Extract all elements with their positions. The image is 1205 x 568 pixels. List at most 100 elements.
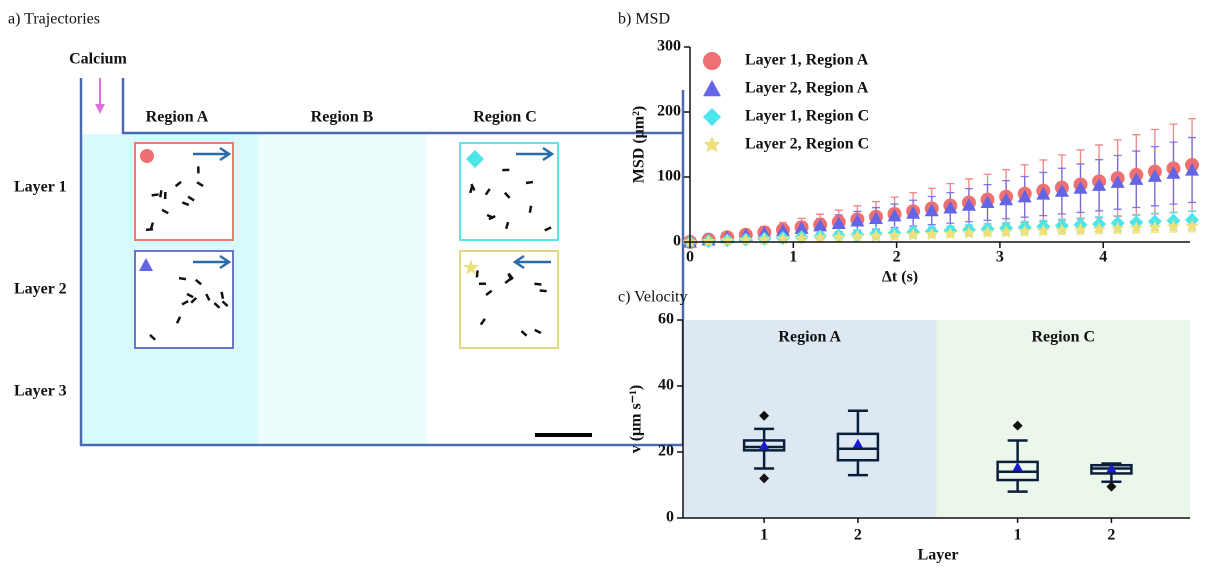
cell bbox=[205, 293, 211, 301]
marker bbox=[868, 211, 883, 224]
marker bbox=[1110, 175, 1125, 188]
marker bbox=[720, 233, 734, 247]
region-b-fill bbox=[258, 133, 427, 445]
region-label: Region A bbox=[778, 329, 841, 346]
outlier bbox=[759, 473, 770, 484]
x-axis-label: Layer bbox=[918, 547, 959, 564]
cell bbox=[151, 193, 159, 197]
region-background bbox=[936, 320, 1190, 518]
cell bbox=[469, 185, 474, 194]
cell bbox=[520, 330, 528, 337]
marker bbox=[794, 221, 809, 234]
x-tick-label: 2 bbox=[854, 527, 862, 544]
outlier bbox=[759, 410, 770, 421]
y-tick-label: 60 bbox=[658, 311, 674, 328]
cell bbox=[507, 273, 513, 281]
region-label: Region A bbox=[146, 109, 209, 126]
mean-marker bbox=[759, 440, 770, 450]
cells bbox=[145, 166, 552, 341]
inlet-label: Calcium bbox=[69, 51, 127, 68]
marker bbox=[831, 216, 846, 229]
marker bbox=[925, 227, 939, 241]
cell bbox=[525, 180, 534, 185]
y-axis-label: v (μm s⁻¹) bbox=[628, 385, 645, 454]
cell bbox=[187, 195, 195, 202]
marker bbox=[1036, 223, 1050, 237]
cell bbox=[539, 289, 547, 293]
region-label: Region C bbox=[1031, 329, 1095, 346]
cell bbox=[534, 282, 542, 286]
cell bbox=[145, 227, 154, 232]
y-tick-label: 20 bbox=[658, 443, 674, 460]
cell bbox=[161, 208, 169, 215]
marker bbox=[980, 195, 995, 209]
x-tick-label: 2 bbox=[1107, 527, 1115, 544]
outlier bbox=[1012, 420, 1023, 431]
marker bbox=[775, 223, 790, 237]
marker bbox=[961, 198, 976, 211]
mean-marker bbox=[852, 438, 863, 448]
cell bbox=[528, 205, 533, 213]
mean-marker bbox=[1106, 463, 1117, 473]
direction-arrows bbox=[193, 146, 555, 270]
legend-label: Layer 2, Region A bbox=[745, 80, 869, 97]
trajectories-diagram: a) Trajectories Calcium Region A Region … bbox=[8, 11, 685, 447]
panel-title: a) Trajectories bbox=[8, 11, 100, 28]
cell bbox=[181, 299, 189, 306]
legend-label: Layer 1, Region C bbox=[745, 108, 869, 125]
marker bbox=[813, 230, 827, 244]
y-tick-label: 300 bbox=[657, 38, 681, 55]
marker bbox=[887, 228, 902, 242]
marker bbox=[1147, 169, 1162, 182]
cell bbox=[149, 222, 155, 230]
roi-box bbox=[134, 250, 234, 349]
layer-label: Layer 2 bbox=[14, 281, 67, 298]
marker bbox=[906, 206, 921, 219]
cell bbox=[149, 334, 156, 341]
x-tick-label: 4 bbox=[1099, 249, 1107, 266]
marker bbox=[1055, 223, 1069, 236]
roi-icon bbox=[140, 149, 154, 163]
marker bbox=[924, 203, 939, 217]
cell bbox=[190, 296, 198, 304]
cell bbox=[534, 328, 542, 335]
cell bbox=[174, 180, 182, 188]
scale-bar bbox=[535, 433, 592, 437]
layer-label: Layer 1 bbox=[14, 179, 67, 196]
marker bbox=[832, 230, 846, 243]
marker bbox=[1018, 224, 1032, 238]
mean-marker bbox=[1012, 461, 1023, 471]
y-axis-label: MSD (μm²) bbox=[631, 106, 648, 183]
marker bbox=[850, 229, 865, 243]
roi-icon bbox=[463, 259, 479, 275]
roi-box bbox=[459, 250, 559, 349]
cell bbox=[213, 302, 221, 309]
legend-marker bbox=[703, 108, 721, 126]
marker bbox=[1148, 220, 1162, 234]
panel-title: c) Velocity bbox=[618, 289, 687, 306]
marker bbox=[1129, 172, 1144, 185]
cell bbox=[163, 191, 167, 200]
cell bbox=[197, 166, 200, 174]
cell bbox=[485, 289, 493, 296]
outlier bbox=[1106, 481, 1117, 492]
x-axis-label: Δt (s) bbox=[882, 269, 918, 286]
cell bbox=[475, 270, 479, 278]
cell bbox=[504, 221, 510, 230]
marker bbox=[1166, 166, 1181, 179]
marker bbox=[869, 229, 883, 242]
marker bbox=[980, 225, 995, 239]
x-tick-label: 1 bbox=[760, 527, 768, 544]
cell bbox=[221, 300, 229, 307]
y-tick-label: 0 bbox=[666, 509, 674, 526]
chamber-outline bbox=[79, 78, 685, 447]
marker bbox=[1017, 189, 1032, 203]
marker bbox=[999, 225, 1013, 238]
cell bbox=[484, 188, 491, 196]
cell bbox=[194, 278, 202, 286]
y-tick-label: 40 bbox=[658, 377, 674, 394]
marker bbox=[1054, 184, 1069, 197]
region-label: Region B bbox=[311, 109, 374, 126]
